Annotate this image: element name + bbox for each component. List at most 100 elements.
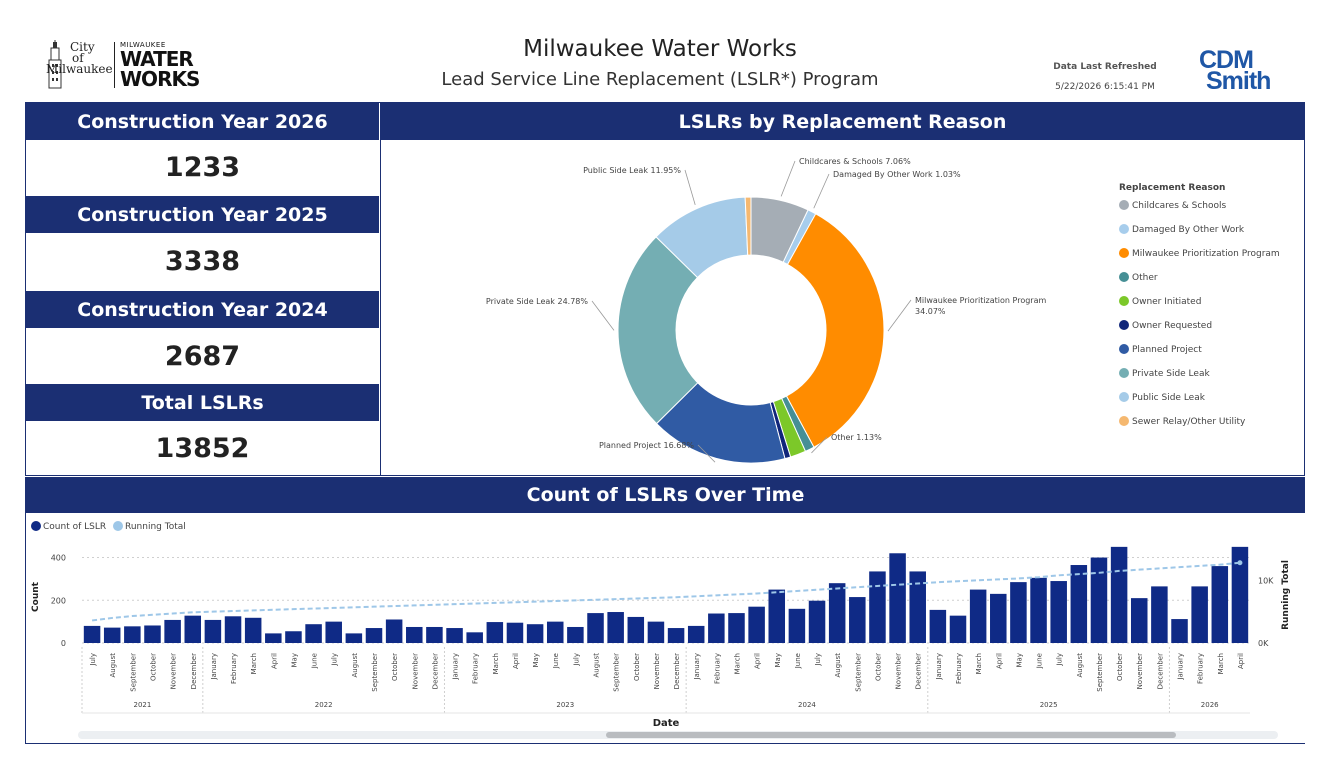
time-legend-item-count-of-lslr[interactable]: Count of LSLR — [43, 522, 106, 532]
bar-12[interactable] — [305, 624, 322, 643]
legend-item-planned-project[interactable]: Planned Project — [1132, 345, 1202, 355]
scrollbar-thumb[interactable] — [606, 732, 1176, 738]
bar-3[interactable] — [124, 626, 141, 643]
running-total-line[interactable] — [91, 561, 1241, 622]
bar-22[interactable] — [506, 622, 524, 643]
x-year-label: 2023 — [556, 701, 574, 709]
running-total-point[interactable] — [1237, 560, 1243, 566]
donut-data-label: Childcares & Schools 7.06% — [799, 157, 911, 166]
logo-divider — [114, 42, 115, 88]
donut-data-label: Private Side Leak 24.78% — [486, 297, 588, 306]
x-year-label: 2024 — [798, 701, 816, 709]
donut-slice-private-side-leak[interactable] — [617, 236, 699, 425]
legend-item-other[interactable]: Other — [1132, 273, 1158, 283]
time-legend-marker-count-of-lslr[interactable] — [31, 521, 41, 531]
bar-42[interactable] — [909, 571, 926, 643]
bar-25[interactable] — [567, 626, 584, 643]
bar-15[interactable] — [365, 628, 383, 643]
bar-45[interactable] — [969, 589, 987, 643]
legend-marker-other[interactable] — [1119, 272, 1129, 282]
legend-marker-private-side-leak[interactable] — [1119, 368, 1129, 378]
bar-4[interactable] — [144, 625, 161, 643]
legend-marker-owner-initiated[interactable] — [1119, 296, 1129, 306]
bar-54[interactable] — [1151, 586, 1168, 643]
bar-53[interactable] — [1130, 598, 1148, 643]
bar-40[interactable] — [869, 571, 886, 643]
bar-7[interactable] — [204, 619, 222, 643]
bar-36[interactable] — [788, 608, 806, 643]
bar-18[interactable] — [426, 626, 443, 643]
bar-11[interactable] — [285, 631, 302, 643]
time-legend-marker-running-total[interactable] — [113, 521, 123, 531]
bar-26[interactable] — [587, 613, 604, 643]
bar-23[interactable] — [526, 624, 544, 643]
bar-56[interactable] — [1191, 586, 1208, 643]
legend-marker-owner-requested[interactable] — [1119, 320, 1129, 330]
bar-44[interactable] — [949, 615, 967, 643]
bar-14[interactable] — [345, 633, 363, 643]
legend-marker-milwaukee-prioritization-program[interactable] — [1119, 248, 1129, 258]
legend-marker-sewer-relay-other-utility[interactable] — [1119, 416, 1129, 426]
legend-item-damaged-by-other-work[interactable]: Damaged By Other Work — [1132, 225, 1245, 235]
legend-item-owner-initiated[interactable]: Owner Initiated — [1132, 297, 1201, 307]
bar-8[interactable] — [224, 616, 242, 643]
donut-slice-milwaukee-prioritization-program[interactable] — [785, 213, 885, 448]
legend-item-milwaukee-prioritization-program[interactable]: Milwaukee Prioritization Program — [1132, 249, 1280, 259]
legend-marker-public-side-leak[interactable] — [1119, 392, 1129, 402]
chart-horizontal-scrollbar[interactable] — [78, 731, 1278, 739]
bar-55[interactable] — [1171, 619, 1188, 643]
x-month-label: June — [1036, 653, 1044, 669]
bar-57[interactable] — [1211, 566, 1229, 643]
legend-marker-planned-project[interactable] — [1119, 344, 1129, 354]
legend-item-private-side-leak[interactable]: Private Side Leak — [1132, 369, 1210, 379]
bar-47[interactable] — [1010, 582, 1027, 643]
x-month-label: September — [371, 653, 379, 692]
bar-16[interactable] — [385, 619, 403, 644]
bar-38[interactable] — [828, 583, 846, 643]
bar-29[interactable] — [647, 621, 665, 643]
x-month-label: June — [552, 653, 560, 669]
bar-49[interactable] — [1050, 581, 1067, 643]
bar-1[interactable] — [83, 625, 101, 643]
bar-20[interactable] — [466, 632, 483, 643]
legend-item-owner-requested[interactable]: Owner Requested — [1132, 321, 1212, 331]
bar-19[interactable] — [446, 628, 463, 643]
bar-17[interactable] — [406, 626, 423, 643]
bar-6[interactable] — [184, 615, 202, 643]
legend-item-sewer-relay-other-utility[interactable]: Sewer Relay/Other Utility — [1132, 417, 1246, 427]
bar-51[interactable] — [1090, 557, 1108, 643]
bar-30[interactable] — [667, 628, 685, 643]
lslr-over-time-chart: Count of LSLR Running Total 0 200 400 0K 10K Co… — [31, 521, 1291, 729]
bar-48[interactable] — [1030, 577, 1047, 643]
bar-34[interactable] — [748, 606, 765, 643]
bar-21[interactable] — [486, 622, 504, 643]
time-legend-item-running-total[interactable]: Running Total — [125, 522, 186, 532]
bar-43[interactable] — [929, 609, 947, 643]
bar-58[interactable] — [1231, 546, 1249, 643]
bar-41[interactable] — [889, 553, 906, 643]
bar-37[interactable] — [808, 600, 826, 643]
legend-item-childcares-schools[interactable]: Childcares & Schools — [1132, 201, 1227, 211]
bar-9[interactable] — [244, 617, 262, 643]
bar-50[interactable] — [1070, 565, 1088, 643]
bar-2[interactable] — [103, 627, 121, 643]
bar-33[interactable] — [728, 613, 745, 643]
bar-5[interactable] — [164, 619, 181, 643]
bar-13[interactable] — [325, 621, 342, 643]
bar-52[interactable] — [1110, 546, 1128, 643]
bar-35[interactable] — [768, 589, 786, 643]
donut-slice-sewer-relay-other-utility[interactable] — [744, 196, 752, 256]
bar-24[interactable] — [546, 621, 564, 643]
legend-marker-damaged-by-other-work[interactable] — [1119, 224, 1129, 234]
bar-10[interactable] — [265, 633, 282, 643]
x-month-label: August — [834, 653, 842, 678]
city-of-milwaukee-logo: City of Milwaukee MILWAUKEE WATER WORKS — [46, 40, 200, 92]
bar-31[interactable] — [687, 625, 705, 643]
bar-46[interactable] — [990, 593, 1007, 643]
legend-item-public-side-leak[interactable]: Public Side Leak — [1132, 393, 1206, 403]
bar-28[interactable] — [627, 616, 645, 643]
legend-marker-childcares-schools[interactable] — [1119, 200, 1129, 210]
bar-32[interactable] — [708, 613, 725, 643]
bar-39[interactable] — [849, 597, 866, 643]
bar-27[interactable] — [607, 612, 624, 643]
